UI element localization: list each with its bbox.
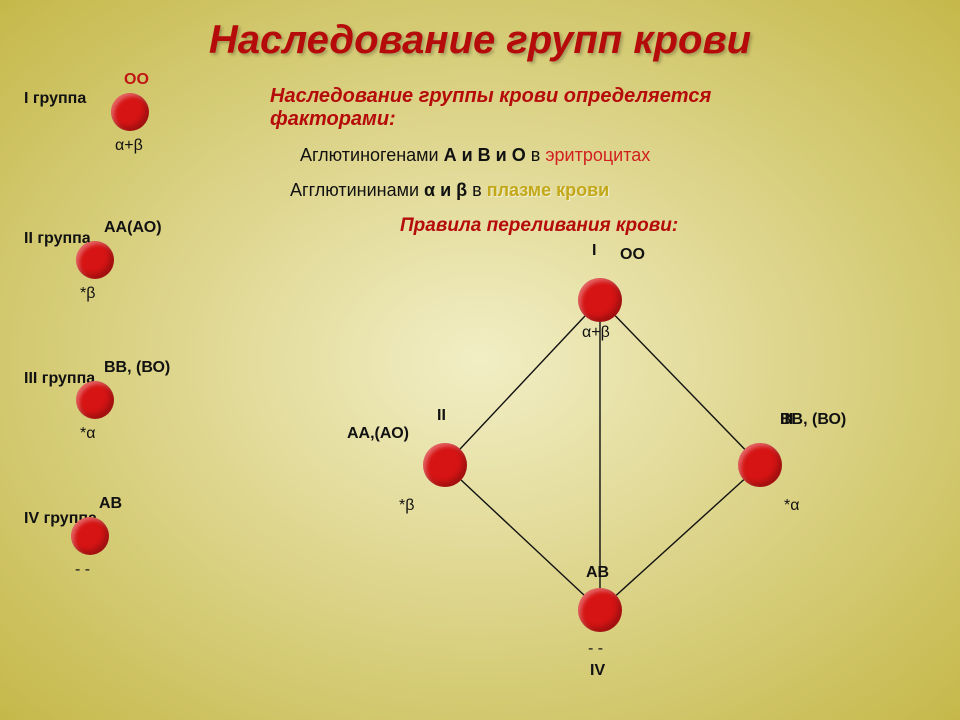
group-label: I группа	[24, 90, 86, 108]
node-IV-label: - -	[588, 640, 603, 658]
page-title: Наследование групп крови	[0, 0, 960, 63]
node-I-label: ОО	[620, 246, 645, 264]
agglutinogens-bold: А и В и О	[444, 145, 526, 165]
edge-II-IV	[461, 480, 584, 595]
agglutinogens-line: Аглютиногенами А и В и О в эритроцитах	[300, 145, 650, 166]
genotype: АВ	[99, 495, 122, 513]
antibodies: α+β	[115, 137, 143, 155]
edge-I-II	[460, 316, 585, 449]
erythrocyte-icon	[76, 241, 114, 279]
node-IV-label: АВ	[586, 564, 609, 582]
node-III-icon	[738, 443, 782, 487]
agglutinogens-suffix: в	[526, 145, 546, 165]
genotype: ВВ, (ВО)	[104, 359, 170, 377]
agglutinogens-em: эритроцитах	[545, 145, 650, 165]
antibodies: *β	[80, 285, 95, 303]
node-I-label: I	[592, 242, 596, 260]
rules-title: Правила переливания крови:	[400, 215, 678, 237]
subtitle-line2: факторами:	[270, 108, 711, 131]
node-II-label: II	[437, 407, 446, 425]
group-label: II группа	[24, 230, 91, 248]
subtitle-line1: Наследование группы крови определяется	[270, 85, 711, 108]
erythrocyte-icon	[71, 517, 109, 555]
node-II-icon	[423, 443, 467, 487]
node-II-label: АА,(АО)	[347, 425, 409, 443]
edge-III-IV	[616, 480, 743, 595]
genotype: АА(АО)	[104, 219, 162, 237]
erythrocyte-icon	[111, 93, 149, 131]
node-I-icon	[578, 278, 622, 322]
genotype: ОО	[124, 71, 149, 89]
agglutinogens-prefix: Аглютиногенами	[300, 145, 444, 165]
agglutinins-line: Агглютининами α и β в плазме крови	[290, 180, 609, 201]
agglutinins-em: плазме крови	[487, 180, 610, 200]
edge-I-III	[615, 316, 744, 449]
node-II-label: *β	[399, 497, 414, 515]
agglutinins-prefix: Агглютининами	[290, 180, 424, 200]
node-III-label: *α	[784, 497, 799, 515]
slide-content: Наследование групп крови Наследование гр…	[0, 0, 960, 720]
subtitle: Наследование группы крови определяется ф…	[270, 85, 711, 131]
node-III-label: ВВ, (ВО)	[780, 411, 846, 429]
agglutinins-suffix: в	[467, 180, 487, 200]
erythrocyte-icon	[76, 381, 114, 419]
antibodies: *α	[80, 425, 95, 443]
agglutinins-bold: α и β	[424, 180, 467, 200]
node-I-label: α+β	[582, 324, 610, 342]
antibodies: - -	[75, 561, 90, 579]
node-IV-icon	[578, 588, 622, 632]
node-IV-label: IV	[590, 662, 605, 680]
